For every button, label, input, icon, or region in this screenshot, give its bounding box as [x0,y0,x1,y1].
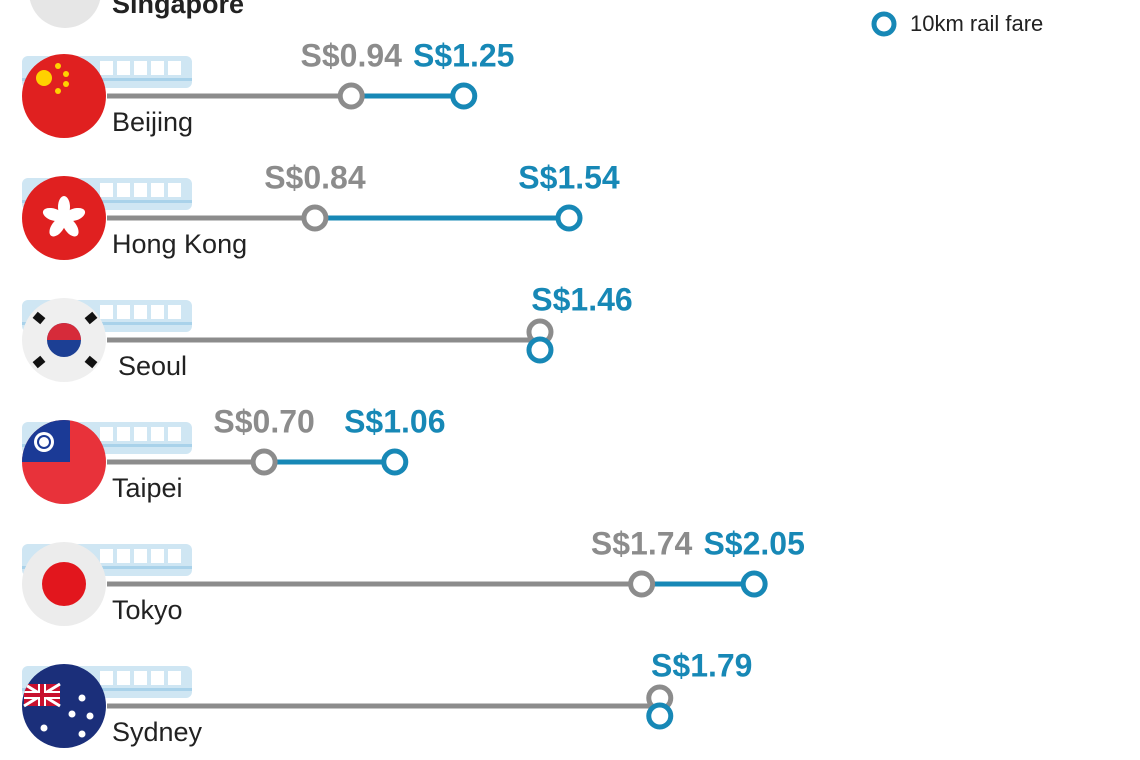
bus-window [117,549,130,563]
bus-window [168,183,181,197]
bus-window [117,183,130,197]
rail-dot [450,82,478,110]
flag-part [49,217,66,237]
bus-window [100,305,113,319]
rail-value-label: S$1.06 [344,403,445,439]
flag-part [84,355,98,369]
bus-window [117,671,130,685]
bus-stripe [22,78,192,81]
base-dot [337,82,365,110]
rail-dot [740,570,768,598]
bus-stripe [22,200,192,203]
bus-window [117,305,130,319]
city-label: Tokyo [112,595,183,625]
flag [22,420,106,504]
bus-window [100,549,113,563]
bus-stripe [22,322,192,325]
rail-dot [381,448,409,476]
flag-part [36,70,52,86]
base-value-label: S$1.74 [591,525,693,561]
flag-part [55,63,61,69]
flag-part [42,207,65,222]
city-label: Taipei [112,473,183,503]
flag-partial [29,0,101,28]
bus-window [151,183,164,197]
city-label: Seoul [118,351,187,381]
bus-window [100,671,113,685]
bus-window [134,427,147,441]
rail-value-label: S$2.05 [703,525,804,561]
base-value-label: S$0.70 [213,403,314,439]
rail-value-label: S$1.54 [518,159,620,195]
flag-part [86,712,94,720]
city-label: Sydney [112,717,203,747]
bus-window [151,549,164,563]
rail-dot [646,702,674,730]
base-dot [301,204,329,232]
bus-window [168,427,181,441]
bus-window [134,671,147,685]
bus-stripe [22,444,192,447]
bus-window [151,61,164,75]
base-dot [628,570,656,598]
base-value-label: S$0.84 [264,159,366,195]
flag [22,542,106,626]
bus-window [151,427,164,441]
bus-window [151,305,164,319]
flag-part [39,437,49,447]
bus-window [100,183,113,197]
flag-part [22,54,106,138]
city-label: Beijing [112,107,193,137]
base-value-label: S$0.94 [301,37,403,73]
bus-window [117,61,130,75]
flag-part [84,311,98,325]
flag-part [55,88,61,94]
rail-value-label: S$1.46 [531,281,632,317]
rail-dot [555,204,583,232]
flag-part [32,311,46,325]
bus-window [100,427,113,441]
rail-value-label: S$1.79 [651,647,752,683]
flag [22,176,106,260]
rail-value-label: S$1.25 [413,37,514,73]
legend-label: 10km rail fare [910,11,1043,36]
bus-window [168,671,181,685]
bus-stripe [22,566,192,569]
bus-window [134,305,147,319]
flag [22,54,106,138]
base-dot [250,448,278,476]
bus-window [151,671,164,685]
flag-part [68,710,76,718]
bus-window [168,305,181,319]
top-city-label: Singapore [112,0,244,19]
bus-window [168,61,181,75]
flag-part [78,730,86,738]
flag-part [63,71,69,77]
rail-dot [526,336,554,364]
bus-window [134,183,147,197]
flag-part [32,355,46,369]
bus-window [134,549,147,563]
city-label: Hong Kong [112,229,247,259]
bus-window [100,61,113,75]
bus-window [168,549,181,563]
flag [22,298,106,382]
flag-part [63,207,86,222]
flag-part [42,562,86,606]
flag-part [63,81,69,87]
flag [22,664,106,748]
flag-part [47,323,81,340]
bus-stripe [22,688,192,691]
flag-part [78,694,86,702]
bus-window [117,427,130,441]
flag-part [62,217,79,237]
flag-part [24,693,60,697]
bus-window [134,61,147,75]
legend-marker [871,11,897,37]
flag-part [40,724,48,732]
